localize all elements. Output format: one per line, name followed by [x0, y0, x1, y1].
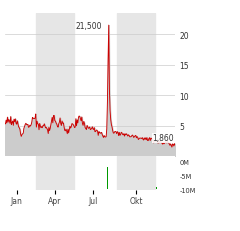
Bar: [36, 157, 74, 191]
Bar: [36, 14, 74, 157]
Bar: [117, 157, 156, 191]
Text: 1,860: 1,860: [152, 134, 174, 143]
Bar: [107, 167, 108, 189]
Bar: [117, 14, 156, 157]
Text: 21,500: 21,500: [76, 21, 102, 30]
Bar: [156, 187, 157, 189]
